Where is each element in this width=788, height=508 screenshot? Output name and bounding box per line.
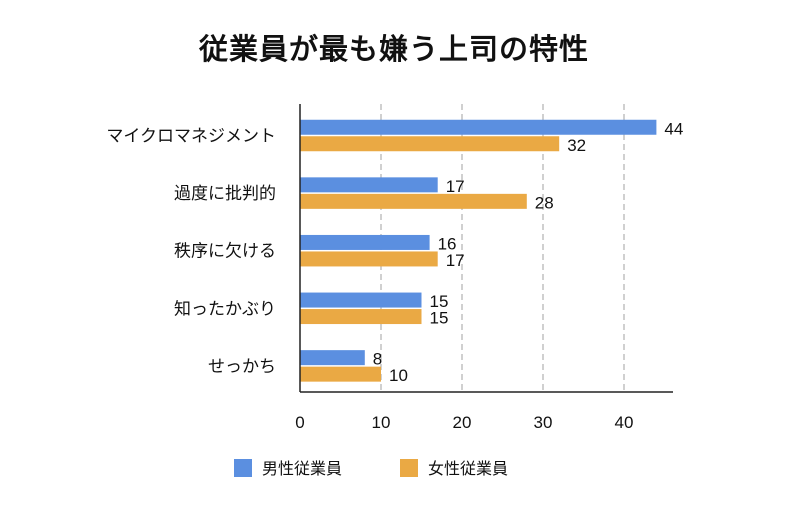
data-label: 10	[389, 366, 408, 385]
x-tick-label: 40	[615, 413, 634, 432]
data-label: 16	[438, 234, 457, 253]
bar-male	[300, 119, 657, 135]
bar-female	[300, 309, 422, 325]
category-label: 過度に批判的	[174, 184, 276, 204]
data-label: 15	[430, 292, 449, 311]
category-label: マイクロマネジメント	[106, 127, 276, 147]
data-label: 8	[373, 350, 382, 369]
x-tick-label: 0	[295, 413, 304, 432]
legend-label: 女性従業員	[428, 459, 508, 478]
legend-swatch	[234, 459, 252, 477]
data-label: 15	[430, 309, 449, 328]
bar-female	[300, 251, 438, 267]
bar-male	[300, 292, 422, 308]
x-tick-label: 30	[534, 413, 553, 432]
data-label: 44	[664, 119, 683, 138]
bar-female	[300, 136, 560, 152]
category-label: 知ったかぶり	[174, 299, 276, 319]
bar-male	[300, 177, 438, 193]
bar-male	[300, 234, 430, 250]
bar-male	[300, 350, 365, 366]
bar-female	[300, 193, 527, 209]
x-axis-ticks: 0 10 20 30 40	[295, 413, 633, 432]
legend: 男性従業員 女性従業員	[234, 459, 508, 478]
data-label: 17	[446, 251, 465, 270]
data-label: 28	[535, 193, 554, 212]
legend-swatch	[400, 459, 418, 477]
x-tick-label: 10	[372, 413, 391, 432]
legend-item: 女性従業員	[400, 459, 508, 478]
data-label: 32	[567, 136, 586, 155]
chart-title: 従業員が最も嫌う上司の特性	[198, 32, 589, 66]
category-label: 秩序に欠ける	[174, 242, 276, 262]
data-label: 17	[446, 177, 465, 196]
x-tick-label: 20	[453, 413, 472, 432]
bar-female	[300, 366, 381, 382]
legend-label: 男性従業員	[262, 459, 342, 478]
legend-item: 男性従業員	[234, 459, 342, 478]
category-label: せっかち	[208, 357, 276, 377]
bars	[300, 119, 657, 382]
